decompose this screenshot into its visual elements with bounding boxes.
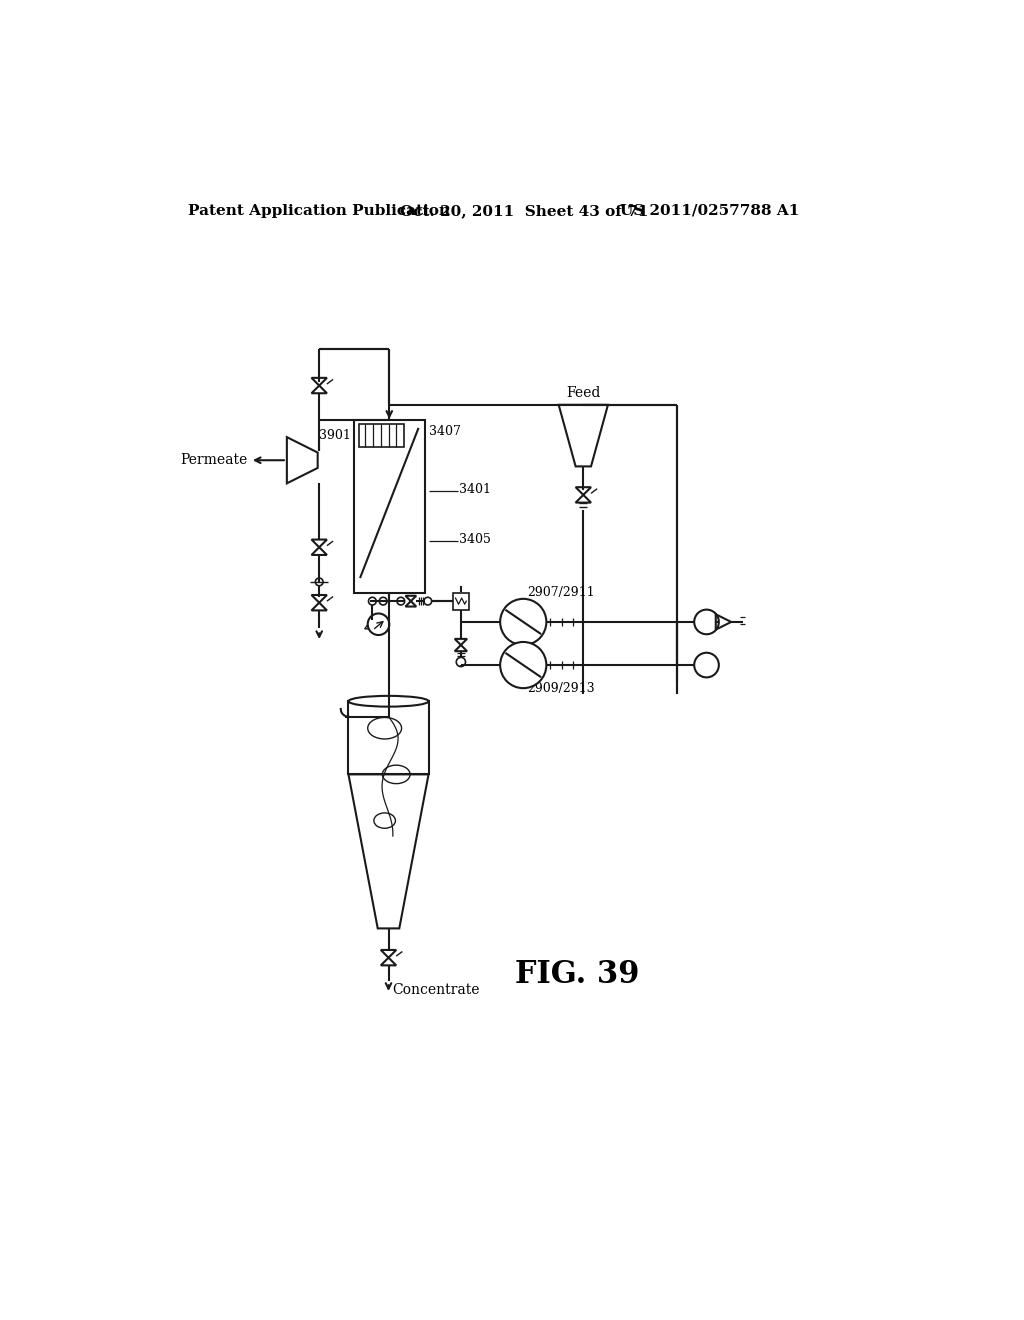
Text: Permeate: Permeate bbox=[180, 453, 248, 467]
Bar bbox=[354, 420, 425, 594]
Text: Concentrate: Concentrate bbox=[392, 983, 480, 997]
Circle shape bbox=[694, 653, 719, 677]
Text: 3405: 3405 bbox=[460, 533, 492, 546]
Text: 2907/2911: 2907/2911 bbox=[527, 586, 595, 599]
Text: Oct. 20, 2011  Sheet 43 of 71: Oct. 20, 2011 Sheet 43 of 71 bbox=[400, 203, 648, 218]
Text: US 2011/0257788 A1: US 2011/0257788 A1 bbox=[620, 203, 799, 218]
Text: FIG. 39: FIG. 39 bbox=[515, 960, 639, 990]
Text: 3407: 3407 bbox=[429, 425, 461, 438]
Bar bbox=[348, 701, 429, 775]
Polygon shape bbox=[287, 437, 317, 483]
Bar bbox=[454, 594, 469, 610]
Circle shape bbox=[500, 599, 547, 645]
Ellipse shape bbox=[348, 696, 429, 706]
Text: Feed: Feed bbox=[566, 387, 600, 400]
Circle shape bbox=[368, 614, 389, 635]
Text: Patent Application Publication: Patent Application Publication bbox=[188, 203, 451, 218]
Circle shape bbox=[694, 610, 719, 635]
Text: 2909/2913: 2909/2913 bbox=[527, 681, 595, 694]
Text: 3401: 3401 bbox=[460, 483, 492, 496]
Polygon shape bbox=[559, 405, 608, 466]
Polygon shape bbox=[348, 775, 429, 928]
Bar bbox=[359, 424, 403, 447]
Circle shape bbox=[500, 642, 547, 688]
Text: 3901: 3901 bbox=[318, 429, 351, 442]
